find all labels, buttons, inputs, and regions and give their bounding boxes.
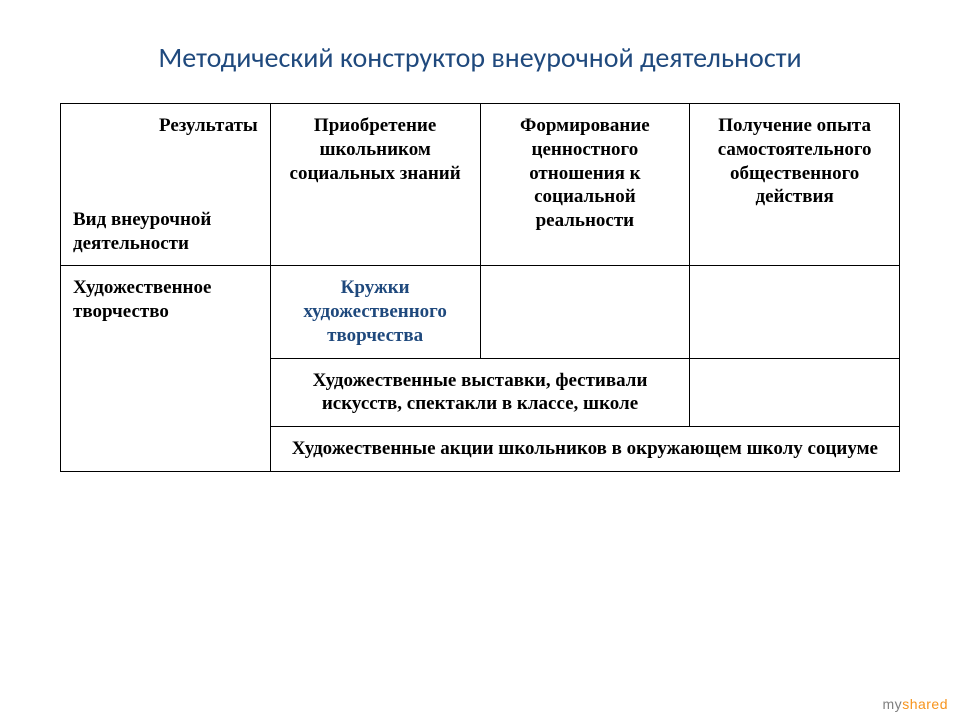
cell-level2: Художественные выставки, фестивали искус… [270,358,690,427]
header-col-2: Формирование ценностного отношения к соц… [480,104,690,266]
header-col-3: Получение опыта самостоятельного обществ… [690,104,900,266]
header-results-label: Результаты [73,114,258,138]
row-label-art: Художественное творчество [61,266,271,472]
header-col-1: Приобретение школьником социальных знани… [270,104,480,266]
cell-empty [690,358,900,427]
table-header-row: Результаты Вид внеурочной деятельности П… [61,104,900,266]
watermark-part2: shared [902,696,948,712]
table-row: Художественное творчество Кружки художес… [61,266,900,358]
slide: Методический конструктор внеурочной деят… [0,0,960,720]
constructor-table: Результаты Вид внеурочной деятельности П… [60,103,900,472]
watermark: myshared [883,696,948,712]
cell-empty [480,266,690,358]
cell-level1: Кружки художественного творчества [270,266,480,358]
header-diagonal-cell: Результаты Вид внеурочной деятельности [61,104,271,266]
watermark-part1: my [883,696,903,712]
cell-empty [690,266,900,358]
cell-level3: Художественные акции школьников в окружа… [270,427,899,472]
slide-title: Методический конструктор внеурочной деят… [60,40,900,75]
header-activity-type-label: Вид внеурочной деятельности [73,208,258,256]
